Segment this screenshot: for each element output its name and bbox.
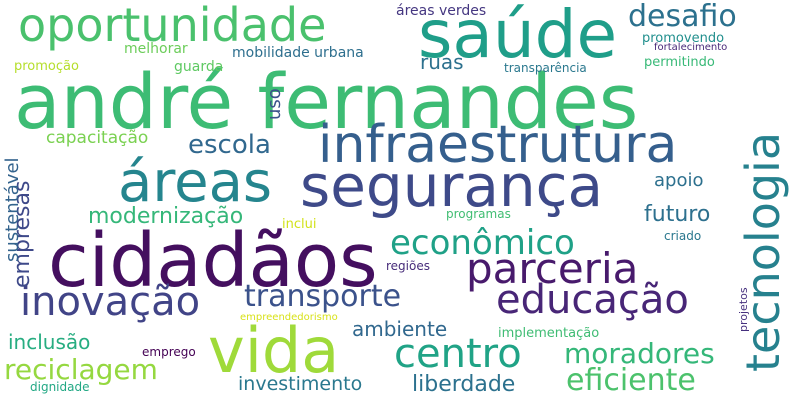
word-andre-fernandes: andré fernandes	[14, 57, 639, 146]
word-educacao: educação	[496, 277, 689, 323]
word-areas: áreas	[118, 150, 273, 215]
word-implementacao: implementação	[498, 326, 600, 341]
word-inovacao: inovação	[20, 279, 201, 325]
word-parceria: parceria	[466, 244, 639, 293]
word-futuro: futuro	[644, 202, 711, 227]
word-oportunidade: oportunidade	[18, 0, 327, 52]
word-regioes: regiões	[386, 259, 430, 273]
word-sustentavel: sustentável	[2, 157, 23, 262]
word-projetos: projetos	[737, 287, 750, 332]
word-escola: escola	[188, 130, 271, 160]
word-transporte: transporte	[244, 279, 402, 314]
word-criado: criado	[664, 229, 702, 243]
word-guarda: guarda	[174, 59, 224, 75]
word-seguranca: segurança	[300, 152, 604, 220]
word-infraestrutura: infraestrutura	[318, 115, 678, 175]
word-ambiente: ambiente	[352, 317, 448, 341]
word-apoio: apoio	[654, 170, 704, 191]
word-empreendedorismo: empreendedorismo	[240, 312, 338, 323]
word-capacitacao: capacitação	[46, 128, 149, 148]
word-ruas: ruas	[420, 50, 464, 74]
word-uso: uso	[264, 88, 285, 120]
word-cidadaos: cidadãos	[48, 218, 378, 304]
word-desafio: desafio	[628, 0, 737, 34]
word-tecnologia: tecnologia	[736, 131, 790, 372]
word-liberdade: liberdade	[412, 372, 516, 397]
word-modernizacao: modernização	[88, 204, 244, 229]
word-transparencia: transparência	[504, 61, 587, 75]
word-inclui: inclui	[282, 217, 317, 232]
word-centro: centro	[394, 331, 522, 377]
word-permitindo: permitindo	[644, 55, 715, 70]
word-investimento: investimento	[238, 373, 363, 395]
word-reciclagem: reciclagem	[4, 353, 158, 386]
word-inclusao: inclusão	[8, 330, 91, 354]
word-vida: vida	[208, 314, 340, 387]
word-melhorar: melhorar	[124, 41, 188, 57]
word-fortalecimento: fortalecimento	[654, 42, 728, 53]
word-economico: econômico	[390, 223, 575, 263]
word-eficiente: eficiente	[566, 363, 696, 398]
word-promovendo: promovendo	[642, 31, 725, 46]
word-areas-verdes: áreas verdes	[396, 3, 487, 19]
word-mobilidade-urbana: mobilidade urbana	[232, 45, 364, 61]
word-saude: saúde	[418, 0, 618, 73]
word-emprego: emprego	[142, 345, 196, 359]
word-promocao: promoção	[14, 59, 79, 74]
word-dignidade: dignidade	[30, 380, 90, 394]
word-moradores: moradores	[564, 337, 715, 370]
word-programas: programas	[446, 207, 511, 221]
